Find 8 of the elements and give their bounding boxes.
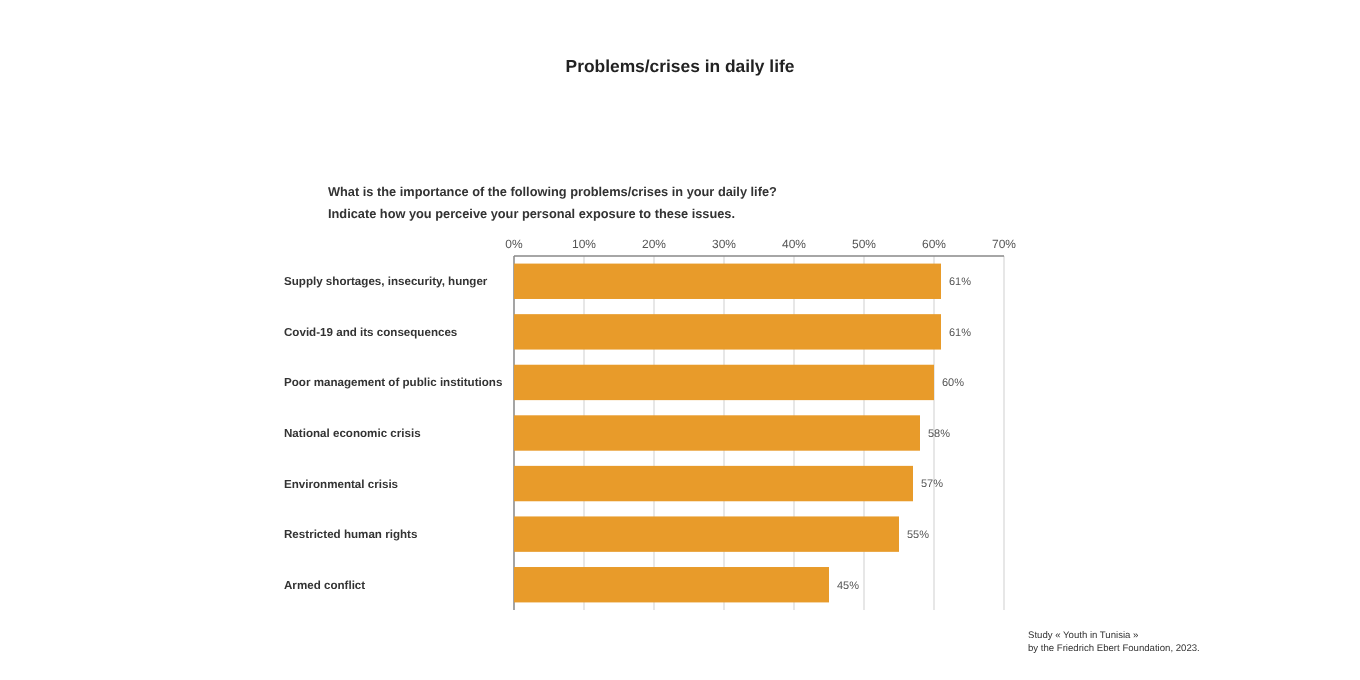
- bar: [514, 314, 941, 350]
- bar: [514, 263, 941, 299]
- bar: [514, 516, 899, 552]
- bar: [514, 567, 829, 603]
- chart-title: Problems/crises in daily life: [565, 56, 795, 76]
- bar: [514, 415, 920, 451]
- bar: [514, 465, 913, 502]
- bar: [514, 364, 934, 401]
